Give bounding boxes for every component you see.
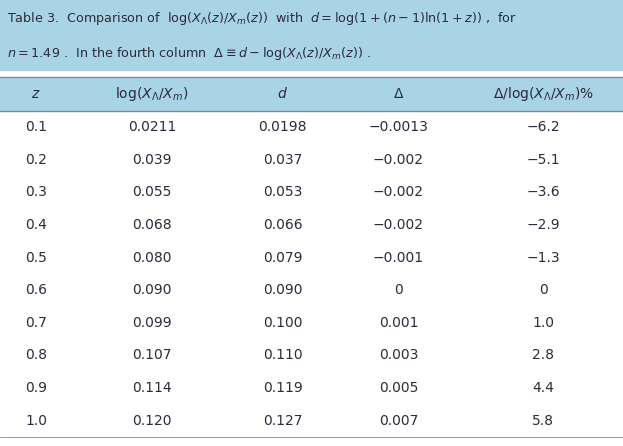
Text: 0.0198: 0.0198 xyxy=(259,120,307,134)
Text: 0.005: 0.005 xyxy=(379,381,418,395)
Text: 0.119: 0.119 xyxy=(263,381,302,395)
Text: 0.099: 0.099 xyxy=(132,316,172,330)
Text: 0.079: 0.079 xyxy=(263,251,302,264)
Text: 0.1: 0.1 xyxy=(25,120,47,134)
Text: 0.9: 0.9 xyxy=(25,381,47,395)
Text: $d$: $d$ xyxy=(277,87,288,101)
Text: 0.7: 0.7 xyxy=(26,316,47,330)
Text: 1.0: 1.0 xyxy=(25,414,47,428)
Text: 0.003: 0.003 xyxy=(379,348,418,363)
Text: −5.1: −5.1 xyxy=(526,153,560,166)
Text: −0.0013: −0.0013 xyxy=(368,120,429,134)
Text: 0.090: 0.090 xyxy=(263,283,302,297)
Text: 0.037: 0.037 xyxy=(263,153,302,166)
Text: 0.4: 0.4 xyxy=(26,218,47,232)
Text: 0.127: 0.127 xyxy=(263,414,302,428)
Text: $n=1.49$ .  In the fourth column  $\Delta\equiv d-\log\!\left(X_\Lambda(z)/X_m(z: $n=1.49$ . In the fourth column $\Delta\… xyxy=(7,45,371,62)
Text: 0.110: 0.110 xyxy=(263,348,302,363)
Bar xyxy=(0,0,623,70)
Text: 0.007: 0.007 xyxy=(379,414,418,428)
Text: −3.6: −3.6 xyxy=(526,185,560,199)
Text: −0.002: −0.002 xyxy=(373,153,424,166)
Text: 1.0: 1.0 xyxy=(532,316,554,330)
Text: 0: 0 xyxy=(539,283,548,297)
Text: 0.8: 0.8 xyxy=(25,348,47,363)
Text: 0.055: 0.055 xyxy=(133,185,172,199)
Text: 0.5: 0.5 xyxy=(26,251,47,264)
Text: $\Delta/\log(X_\Lambda/X_m)\%$: $\Delta/\log(X_\Lambda/X_m)\%$ xyxy=(493,85,594,103)
Text: −0.001: −0.001 xyxy=(373,251,424,264)
Text: 0.068: 0.068 xyxy=(132,218,172,232)
Text: 0: 0 xyxy=(394,283,403,297)
Text: 0.001: 0.001 xyxy=(379,316,418,330)
Text: 0.066: 0.066 xyxy=(263,218,302,232)
Text: 0.120: 0.120 xyxy=(132,414,172,428)
Text: −0.002: −0.002 xyxy=(373,218,424,232)
Text: 0.107: 0.107 xyxy=(132,348,172,363)
Text: 0.114: 0.114 xyxy=(132,381,172,395)
Text: $z$: $z$ xyxy=(31,87,41,101)
Text: 0.080: 0.080 xyxy=(132,251,172,264)
Text: 0.053: 0.053 xyxy=(263,185,302,199)
Text: −0.002: −0.002 xyxy=(373,185,424,199)
Text: Table 3.  Comparison of  $\log(X_\Lambda(z)/X_m(z))$  with  $d=\log(1+(n-1)\ln(1: Table 3. Comparison of $\log(X_\Lambda(z… xyxy=(7,10,517,27)
Text: −6.2: −6.2 xyxy=(526,120,560,134)
Text: 0.0211: 0.0211 xyxy=(128,120,176,134)
Text: 0.6: 0.6 xyxy=(25,283,47,297)
Text: 0.090: 0.090 xyxy=(132,283,172,297)
Text: 4.4: 4.4 xyxy=(533,381,554,395)
Bar xyxy=(0,77,623,111)
Text: 0.039: 0.039 xyxy=(132,153,172,166)
Text: −2.9: −2.9 xyxy=(526,218,560,232)
Text: 0.3: 0.3 xyxy=(26,185,47,199)
Text: 2.8: 2.8 xyxy=(532,348,554,363)
Text: $\Delta$: $\Delta$ xyxy=(392,87,404,101)
Text: 0.100: 0.100 xyxy=(263,316,302,330)
Text: 5.8: 5.8 xyxy=(532,414,554,428)
Text: 0.2: 0.2 xyxy=(26,153,47,166)
Text: −1.3: −1.3 xyxy=(526,251,560,264)
Text: $\log(X_\Lambda/X_m)$: $\log(X_\Lambda/X_m)$ xyxy=(115,85,189,103)
